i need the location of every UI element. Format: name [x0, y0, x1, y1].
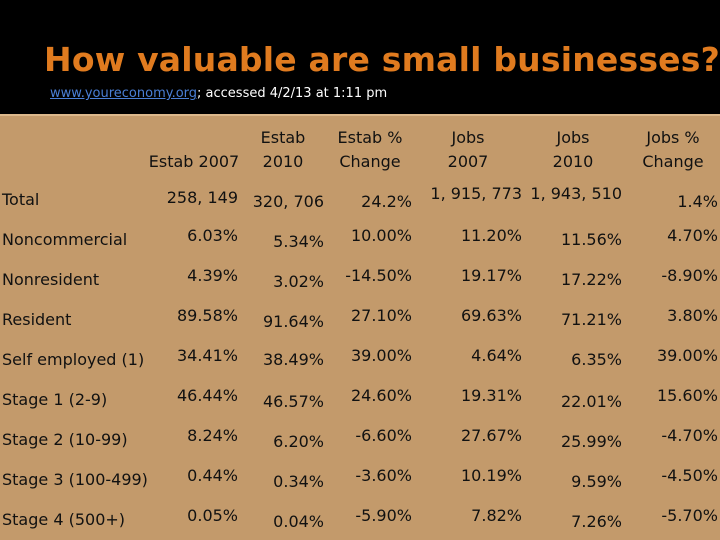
cell-estab-2010: 91.64% [262, 312, 324, 331]
row-label: Stage 1 (2-9) [2, 390, 108, 409]
source-access-text: ; accessed 4/2/13 at 1:11 pm [197, 86, 388, 101]
cell-estab-2007: 4.39% [187, 266, 238, 285]
cell-estab-change: 10.00% [350, 226, 412, 245]
cell-jobs-2007: 1, 915, 773 [430, 184, 522, 203]
cell-jobs-change: -8.90% [661, 266, 718, 285]
cell-jobs-2007: 19.31% [460, 386, 522, 405]
cell-estab-2007: 0.44% [187, 466, 238, 485]
cell-estab-change: 27.10% [350, 306, 412, 325]
cell-jobs-2007: 10.19% [460, 466, 522, 485]
row-label: Resident [2, 310, 72, 329]
cell-estab-2010: 46.57% [262, 392, 324, 411]
cell-estab-change: -3.60% [355, 466, 412, 485]
header-jobs-2010: Jobs 2010 [552, 128, 594, 171]
cell-estab-change: -6.60% [355, 426, 412, 445]
cell-estab-change: 24.60% [350, 386, 412, 405]
cell-estab-2007: 8.24% [187, 426, 238, 445]
cell-jobs-2010: 6.35% [571, 350, 622, 369]
cell-estab-2007: 89.58% [176, 306, 238, 325]
cell-jobs-2007: 19.17% [460, 266, 522, 285]
cell-jobs-change: 4.70% [667, 226, 718, 245]
cell-jobs-2010: 25.99% [560, 432, 622, 451]
row-label: Self employed (1) [2, 350, 145, 369]
cell-estab-2007: 6.03% [187, 226, 238, 245]
cell-jobs-change: 39.00% [656, 346, 718, 365]
header-estab-2007: Estab 2007 [148, 152, 240, 171]
cell-estab-2010: 6.20% [273, 432, 324, 451]
cell-jobs-change: 3.80% [667, 306, 718, 325]
cell-jobs-2010: 71.21% [560, 310, 622, 329]
cell-jobs-2010: 1, 943, 510 [530, 184, 622, 203]
page-title: How valuable are small businesses? [44, 40, 720, 79]
cell-estab-2010: 0.34% [273, 472, 324, 491]
cell-estab-2010: 0.04% [273, 512, 324, 531]
cell-jobs-2010: 7.26% [571, 512, 622, 531]
cell-jobs-2010: 11.56% [560, 230, 622, 249]
cell-estab-2007: 0.05% [187, 506, 238, 525]
cell-estab-change: 39.00% [350, 346, 412, 365]
cell-jobs-change: 1.4% [677, 192, 718, 211]
cell-jobs-2007: 7.82% [471, 506, 522, 525]
cell-estab-2007: 46.44% [176, 386, 238, 405]
cell-jobs-change: -5.70% [661, 506, 718, 525]
cell-estab-2010: 320, 706 [252, 192, 324, 211]
row-label: Stage 3 (100-499) [2, 470, 148, 489]
cell-estab-change: -14.50% [345, 266, 412, 285]
row-label: Total [2, 190, 40, 209]
row-label: Noncommercial [2, 230, 128, 249]
cell-estab-2010: 3.02% [273, 272, 324, 291]
row-label: Stage 4 (500+) [2, 510, 126, 529]
cell-jobs-2007: 4.64% [471, 346, 522, 365]
cell-jobs-2010: 17.22% [560, 270, 622, 289]
cell-estab-2010: 38.49% [262, 350, 324, 369]
row-label: Stage 2 (10-99) [2, 430, 128, 449]
cell-jobs-2007: 27.67% [460, 426, 522, 445]
header-jobs-change: Jobs % Change [642, 128, 704, 171]
data-table: Estab 2007 Estab 2010 Estab % Change Job… [0, 114, 720, 540]
cell-estab-change: 24.2% [361, 192, 412, 211]
cell-jobs-2010: 9.59% [571, 472, 622, 491]
cell-estab-2007: 34.41% [176, 346, 238, 365]
cell-jobs-2007: 11.20% [460, 226, 522, 245]
cell-estab-2010: 5.34% [273, 232, 324, 251]
cell-estab-change: -5.90% [355, 506, 412, 525]
cell-jobs-change: -4.70% [661, 426, 718, 445]
cell-estab-2007: 258, 149 [166, 188, 238, 207]
source-line: www.youreconomy.org; accessed 4/2/13 at … [50, 86, 387, 101]
cell-jobs-change: -4.50% [661, 466, 718, 485]
row-label: Nonresident [2, 270, 100, 289]
cell-jobs-2010: 22.01% [560, 392, 622, 411]
cell-jobs-2007: 69.63% [460, 306, 522, 325]
source-link[interactable]: www.youreconomy.org [50, 86, 198, 101]
header-estab-change: Estab % Change [337, 128, 403, 171]
header-estab-2010: Estab 2010 [260, 128, 306, 171]
header-jobs-2007: Jobs 2007 [447, 128, 489, 171]
cell-jobs-change: 15.60% [656, 386, 718, 405]
